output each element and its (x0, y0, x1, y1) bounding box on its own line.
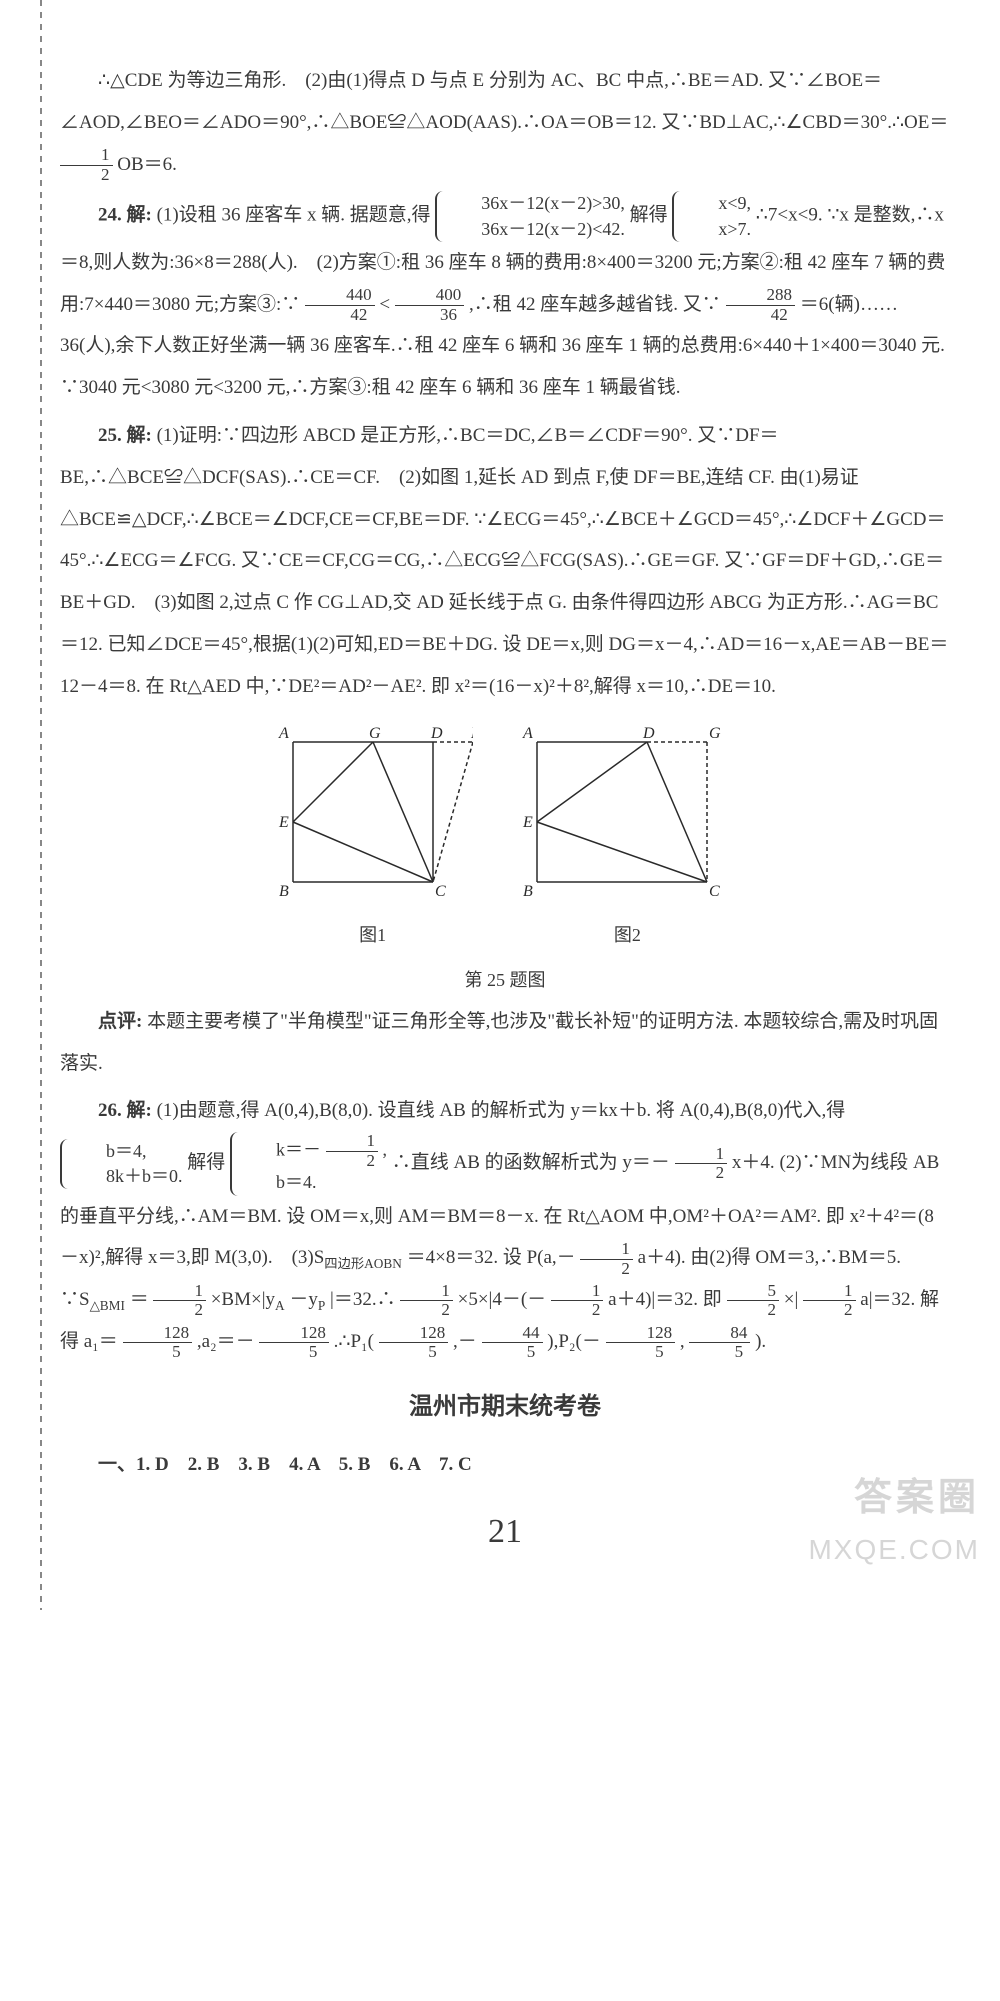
text: ,a₂＝－ (197, 1331, 255, 1352)
text: ∴△CDE 为等边三角形. (2)由(1)得点 D 与点 E 分别为 AC、BC… (60, 70, 948, 133)
q24-head: 24. 解: (98, 205, 152, 226)
figure-2: A D G E B C 图2 (517, 722, 737, 956)
text: ×5×|4－(－ (458, 1289, 547, 1310)
cases-24a: 36x－12(x－2)>30, 36x－12(x－2)<42. (435, 191, 625, 241)
text: OB＝6. (117, 154, 177, 175)
figure-1-label: 图1 (273, 916, 473, 956)
text: , (680, 1331, 685, 1352)
fraction-288-42: 288 42 (726, 286, 796, 324)
text: (1)由题意,得 A(0,4),B(8,0). 设直线 AB 的解析式为 y＝k… (157, 1100, 846, 1121)
svg-text:G: G (709, 725, 721, 742)
svg-text:E: E (522, 814, 533, 831)
section-title: 温州市期末统考卷 (60, 1381, 950, 1434)
cases-24b: x<9, x>7. (672, 191, 751, 241)
text: ),P₂(－ (547, 1331, 601, 1352)
comment: 点评: 本题主要考模了"半角模型"证三角形全等,也涉及"截长补短"的证明方法. … (60, 1001, 950, 1085)
q25: 25. 解: (1)证明:∵四边形 ABCD 是正方形,∴BC＝DC,∠B＝∠C… (60, 415, 950, 708)
fraction-44-5: 445 (482, 1324, 543, 1362)
fraction-half: 12 (675, 1145, 728, 1183)
text: ∴直线 AB 的函数解析式为 y＝－ (392, 1152, 670, 1173)
fraction-128-5: 1285 (259, 1324, 329, 1362)
q25-head: 25. 解: (98, 425, 152, 446)
svg-text:D: D (430, 725, 443, 742)
q24: 24. 解: (1)设租 36 座客车 x 辆. 据题意,得 36x－12(x－… (60, 191, 950, 409)
cases-26a: b＝4, 8k＋b＝0. (60, 1139, 183, 1189)
text: .∴P₁( (334, 1331, 374, 1352)
svg-text:A: A (522, 725, 533, 742)
cases-26b: k＝－ 12 , b＝4. (230, 1132, 387, 1196)
figure-1: A G D F E B C 图1 (273, 722, 473, 956)
text: ,∴租 42 座车越多越省钱. 又∵ (469, 294, 721, 315)
figure-2-svg: A D G E B C (517, 722, 737, 912)
fraction-half: 12 (153, 1282, 206, 1320)
fraction-84-5: 845 (689, 1324, 750, 1362)
text: ＝4×8＝32. 设 P(a,－ (407, 1247, 576, 1268)
comment-head: 点评: (98, 1011, 142, 1032)
answers-line: 一、1. D 2. B 3. B 4. A 5. B 6. A 7. C (60, 1444, 950, 1486)
watermark-url: MXQE.COM (808, 1519, 980, 1581)
text: －y (289, 1289, 318, 1310)
fraction-half: 12 (326, 1132, 379, 1170)
text: ×BM×|y (211, 1289, 275, 1310)
fraction-half: 1 2 (60, 146, 113, 184)
fraction-half: 12 (803, 1282, 856, 1320)
text: x＋4. (732, 1152, 775, 1173)
text: ×| (784, 1289, 799, 1310)
svg-text:C: C (709, 883, 720, 900)
figure-row: A G D F E B C 图1 A D G E B C 图2 (60, 722, 950, 956)
text: ＝ (130, 1289, 149, 1310)
fraction-5-2: 52 (727, 1282, 780, 1320)
q26: 26. 解: (1)由题意,得 A(0,4),B(8,0). 设直线 AB 的解… (60, 1090, 950, 1363)
fraction-half: 12 (551, 1282, 604, 1320)
fraction-128-5: 1285 (379, 1324, 449, 1362)
figure-2-label: 图2 (517, 916, 737, 956)
solution-continuation: ∴△CDE 为等边三角形. (2)由(1)得点 D 与点 E 分别为 AC、BC… (60, 60, 950, 185)
text: (1)设租 36 座客车 x 辆. 据题意,得 (157, 205, 431, 226)
text: 解得 (630, 205, 668, 226)
answers: 一、1. D 2. B 3. B 4. A 5. B 6. A 7. C (98, 1454, 472, 1475)
fraction-128-5: 1285 (123, 1324, 193, 1362)
text: 本题主要考模了"半角模型"证三角形全等,也涉及"截长补短"的证明方法. 本题较综… (60, 1011, 938, 1074)
svg-text:B: B (279, 883, 289, 900)
text: 解得 (187, 1152, 225, 1173)
svg-text:D: D (642, 725, 655, 742)
fraction-400-36: 400 36 (395, 286, 465, 324)
text: (1)证明:∵四边形 ABCD 是正方形,∴BC＝DC,∠B＝∠CDF＝90°.… (60, 425, 948, 697)
svg-text:E: E (278, 814, 289, 831)
fraction-128-5: 1285 (606, 1324, 676, 1362)
svg-text:B: B (523, 883, 533, 900)
svg-text:G: G (369, 725, 381, 742)
page-binding-edge (40, 0, 42, 1610)
q26-head: 26. 解: (98, 1100, 152, 1121)
fraction-440-42: 440 42 (305, 286, 375, 324)
fraction-half: 12 (400, 1282, 453, 1320)
svg-text:F: F (470, 725, 473, 742)
figures-caption: 第 25 题图 (60, 961, 950, 1001)
svg-text:A: A (278, 725, 289, 742)
fraction-half: 12 (580, 1240, 633, 1278)
text: a＋4)|＝32. 即 (608, 1289, 722, 1310)
lt: < (379, 294, 390, 315)
svg-text:C: C (435, 883, 446, 900)
figure-1-svg: A G D F E B C (273, 722, 473, 912)
text: ). (755, 1331, 766, 1352)
text: ,－ (453, 1331, 477, 1352)
text: |＝32.∴ (330, 1289, 396, 1310)
